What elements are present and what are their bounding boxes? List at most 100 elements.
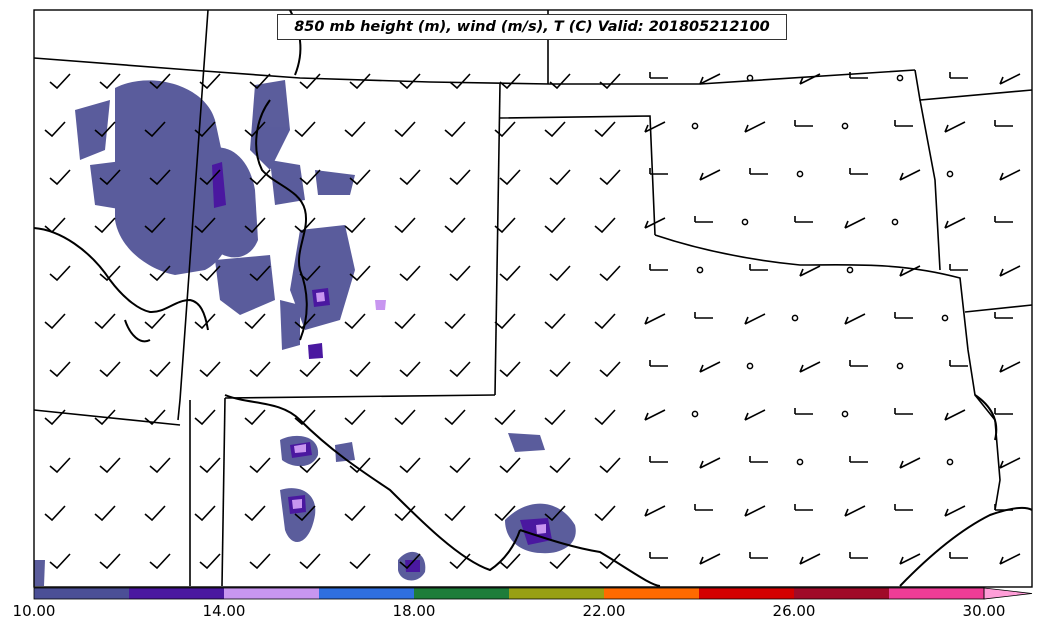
wind-barb bbox=[644, 121, 666, 133]
wind-barb bbox=[99, 73, 121, 90]
wind-barb bbox=[494, 121, 516, 138]
wind-barb bbox=[894, 504, 913, 511]
colorbar-segment bbox=[699, 588, 794, 599]
rivers-coastline bbox=[33, 9, 1033, 587]
wind-barb bbox=[944, 217, 966, 229]
wind-barb bbox=[399, 553, 421, 570]
wind-barb bbox=[394, 313, 416, 330]
calm-circle bbox=[796, 458, 804, 466]
wind-barb bbox=[849, 456, 868, 463]
wind-barb bbox=[494, 217, 516, 234]
wind-barb bbox=[294, 505, 316, 522]
wind-barb bbox=[199, 169, 221, 186]
wind-barb bbox=[694, 216, 713, 223]
calm-circle bbox=[696, 266, 704, 274]
wind-barb bbox=[994, 216, 1013, 223]
wind-barb bbox=[694, 312, 713, 319]
wind-barb bbox=[699, 361, 721, 373]
map-title: 850 mb height (m), wind (m/s), T (C) Val… bbox=[277, 14, 787, 40]
wind-barb bbox=[744, 313, 766, 325]
wind-barb bbox=[599, 553, 621, 570]
wind-barb bbox=[294, 409, 316, 426]
calm-circle bbox=[746, 362, 754, 370]
colorbar-segment bbox=[34, 588, 129, 599]
wind-barb bbox=[349, 265, 371, 282]
wind-barb bbox=[444, 217, 466, 234]
wind-barb bbox=[699, 553, 721, 565]
calm-circle bbox=[841, 410, 849, 418]
wind-barb bbox=[549, 553, 571, 570]
wind-barb bbox=[449, 73, 471, 90]
wind-barb bbox=[394, 409, 416, 426]
wind-barb bbox=[349, 361, 371, 378]
wind-barb bbox=[99, 457, 121, 474]
wind-barb bbox=[749, 168, 768, 175]
calm-circle bbox=[946, 458, 954, 466]
wind-barb bbox=[494, 505, 516, 522]
wind-barb bbox=[149, 361, 171, 378]
wind-barb bbox=[794, 408, 813, 415]
wind-barb bbox=[299, 265, 321, 282]
wind-barb bbox=[94, 409, 116, 426]
wind-barb bbox=[899, 457, 921, 469]
wind-barb bbox=[594, 505, 616, 522]
wind-barb bbox=[849, 360, 868, 367]
wind-barb bbox=[699, 73, 721, 85]
wind-barb bbox=[544, 409, 566, 426]
wind-barb bbox=[499, 553, 521, 570]
wind-barb bbox=[794, 120, 813, 127]
wind-barb bbox=[599, 361, 621, 378]
wind-barb bbox=[799, 361, 821, 373]
wind-barb bbox=[349, 169, 371, 186]
wind-barb bbox=[844, 505, 866, 517]
colorbar-tick: 22.00 bbox=[582, 602, 626, 620]
wind-barb bbox=[94, 121, 116, 138]
colorbar-outline bbox=[33, 587, 985, 600]
wind-barb bbox=[699, 169, 721, 181]
wind-barb bbox=[199, 457, 221, 474]
wind-barb bbox=[549, 361, 571, 378]
wind-barb bbox=[149, 169, 171, 186]
wind-barb bbox=[944, 409, 966, 421]
wind-barb bbox=[144, 505, 166, 522]
calm-circle bbox=[741, 218, 749, 226]
wind-barb bbox=[494, 409, 516, 426]
wind-barb bbox=[344, 313, 366, 330]
wind-barb bbox=[544, 505, 566, 522]
wind-barb bbox=[544, 217, 566, 234]
wind-barb bbox=[999, 73, 1021, 85]
wind-barb bbox=[49, 265, 71, 282]
wind-barb bbox=[544, 121, 566, 138]
wind-barb bbox=[449, 553, 471, 570]
wind-barb bbox=[894, 312, 913, 319]
wind-barb bbox=[44, 409, 66, 426]
wind-barb bbox=[194, 409, 216, 426]
wind-barb bbox=[644, 409, 666, 421]
wind-barb bbox=[749, 552, 768, 559]
wind-barb bbox=[549, 169, 571, 186]
wind-barb bbox=[149, 73, 171, 90]
colorbar-segment bbox=[129, 588, 224, 599]
calm-circle bbox=[691, 122, 699, 130]
wind-barb bbox=[544, 313, 566, 330]
wind-barb bbox=[249, 553, 271, 570]
wind-barb bbox=[294, 121, 316, 138]
wind-barb bbox=[849, 168, 868, 175]
wind-barb bbox=[249, 457, 271, 474]
wind-barb bbox=[994, 312, 1013, 319]
wind-barb bbox=[744, 121, 766, 133]
colorbar-segment bbox=[509, 588, 604, 599]
wind-barb bbox=[349, 457, 371, 474]
wind-barb bbox=[649, 360, 668, 367]
wind-barb bbox=[199, 361, 221, 378]
wind-barb bbox=[649, 264, 668, 271]
wind-barb bbox=[299, 361, 321, 378]
wind-barb bbox=[999, 553, 1021, 565]
wind-barb bbox=[749, 456, 768, 463]
wind-barb bbox=[44, 505, 66, 522]
colorbar-segment bbox=[794, 588, 889, 599]
wind-barb bbox=[299, 169, 321, 186]
wind-barb bbox=[999, 169, 1021, 181]
wind-barb bbox=[194, 217, 216, 234]
